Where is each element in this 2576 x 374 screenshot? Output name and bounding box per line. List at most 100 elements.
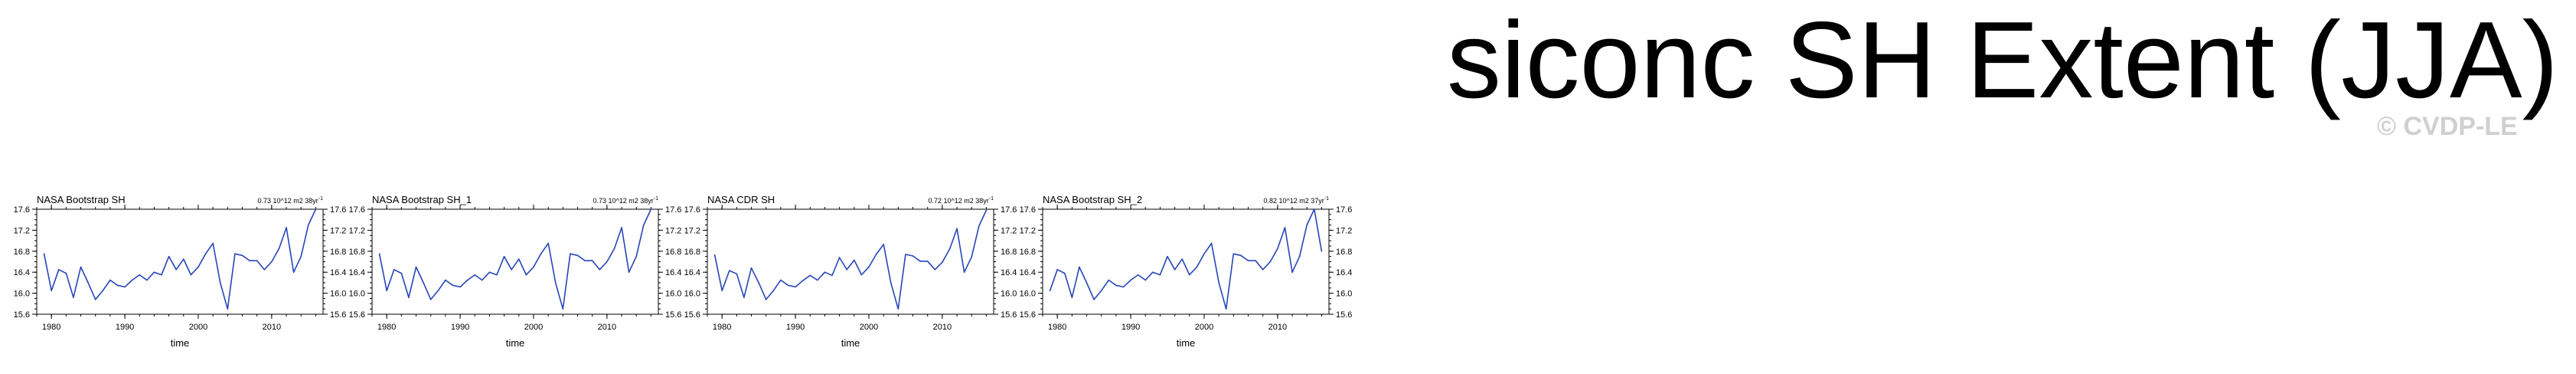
data-point: [198, 266, 199, 268]
data-point: [219, 282, 221, 284]
data-point: [378, 253, 380, 255]
data-point: [1240, 254, 1242, 257]
data-point: [1049, 290, 1051, 291]
data-point: [1115, 284, 1117, 287]
data-point: [204, 253, 207, 255]
x-tick-label: 2000: [189, 323, 207, 332]
y-tick-label-left: 15.6: [1020, 310, 1036, 320]
series-line: [1049, 208, 1323, 310]
data-point: [897, 308, 899, 310]
data-point: [809, 274, 811, 277]
data-point: [227, 308, 229, 310]
trend-label: 0.82 10^12 m2 37yr-1: [1263, 196, 1329, 205]
y-tick-label-left: 15.6: [14, 310, 30, 320]
data-point: [452, 284, 454, 287]
data-point: [540, 253, 542, 255]
data-point: [87, 282, 89, 284]
x-tick-label: 1980: [713, 323, 731, 332]
y-tick-label-left: 16.0: [14, 290, 30, 299]
data-point: [234, 253, 236, 255]
data-point: [459, 286, 461, 288]
x-tick-label: 2000: [1195, 323, 1213, 332]
data-point: [525, 274, 527, 276]
x-tick-label: 1990: [786, 323, 805, 332]
plot-frame: [371, 208, 659, 315]
data-point: [168, 255, 170, 258]
data-point: [408, 297, 410, 298]
chart-panel-2: NASA Bootstrap SH_1 0.73 10^12 m2 38yr-1 1…: [349, 194, 682, 349]
data-point: [1137, 274, 1139, 276]
data-point: [1100, 290, 1102, 291]
data-point: [934, 268, 936, 271]
data-point: [591, 260, 593, 261]
data-point: [256, 260, 258, 261]
data-point: [765, 299, 767, 300]
data-point: [978, 225, 980, 227]
y-tick-label-right: 16.8: [665, 248, 681, 257]
data-point: [1314, 208, 1315, 210]
y-tick-label-right: 17.6: [330, 205, 346, 215]
y-tick-label-right: 16.4: [665, 268, 681, 277]
x-tick-label: 1990: [451, 323, 469, 332]
data-point: [51, 290, 52, 291]
data-point: [315, 208, 317, 210]
y-tick-label-right: 16.0: [1336, 290, 1352, 299]
data-point: [956, 228, 958, 230]
x-axis-label: time: [841, 337, 860, 349]
trend-label: 0.72 10^12 m2 38yr-1: [928, 196, 994, 205]
data-point: [496, 274, 498, 276]
data-point: [772, 290, 775, 291]
data-point: [175, 268, 178, 271]
data-point: [1321, 251, 1323, 252]
y-tick-label-left: 16.0: [684, 290, 700, 299]
data-point: [1056, 268, 1058, 271]
data-point: [1196, 266, 1198, 268]
data-point: [758, 282, 759, 284]
plot-frame: [36, 208, 324, 315]
data-point: [308, 224, 309, 226]
data-point: [628, 271, 630, 273]
y-tick-label-right: 16.4: [1001, 268, 1017, 277]
data-point: [153, 271, 155, 273]
data-point: [1298, 255, 1301, 258]
data-point: [780, 279, 782, 281]
trend-label: 0.73 10^12 m2 38yr-1: [593, 196, 658, 205]
data-point: [846, 268, 848, 271]
data-point: [883, 244, 884, 245]
y-tick-label-right: 15.6: [1001, 310, 1017, 320]
y-tick-label-right: 16.4: [1336, 268, 1352, 277]
data-point: [139, 274, 141, 276]
y-tick-label-right: 16.8: [330, 248, 346, 257]
chart-panel-1: NASA Bootstrap SH 0.73 10^12 m2 38yr-1 15.…: [14, 194, 347, 349]
data-point: [1210, 242, 1213, 244]
y-tick-label-left: 16.8: [1020, 248, 1036, 257]
y-tick-label-right: 16.0: [1001, 290, 1017, 299]
x-tick-label: 2000: [860, 323, 878, 332]
data-point: [1203, 253, 1205, 255]
data-point: [554, 282, 557, 284]
data-point: [80, 266, 82, 268]
data-point: [853, 259, 855, 261]
y-tick-label-left: 17.6: [684, 205, 700, 215]
data-point: [868, 266, 870, 268]
data-point: [1277, 248, 1278, 250]
data-point: [942, 261, 943, 263]
y-tick-label-left: 16.4: [1020, 268, 1036, 277]
data-point: [400, 272, 403, 274]
data-point: [750, 267, 753, 269]
data-point: [1188, 274, 1190, 276]
data-point: [817, 279, 818, 281]
data-point: [1079, 266, 1080, 268]
data-point: [1086, 282, 1088, 284]
x-axis-label: time: [506, 337, 525, 349]
data-point: [300, 255, 302, 258]
x-tick-label: 1990: [116, 323, 134, 332]
data-point: [386, 290, 387, 291]
y-tick-label-left: 17.2: [14, 226, 30, 235]
y-tick-label-right: 16.4: [330, 268, 346, 277]
data-point: [570, 253, 571, 255]
y-tick-label-right: 16.8: [1336, 248, 1352, 257]
y-tick-label-right: 15.6: [665, 310, 681, 320]
data-point: [1108, 279, 1110, 281]
data-point: [474, 274, 476, 276]
